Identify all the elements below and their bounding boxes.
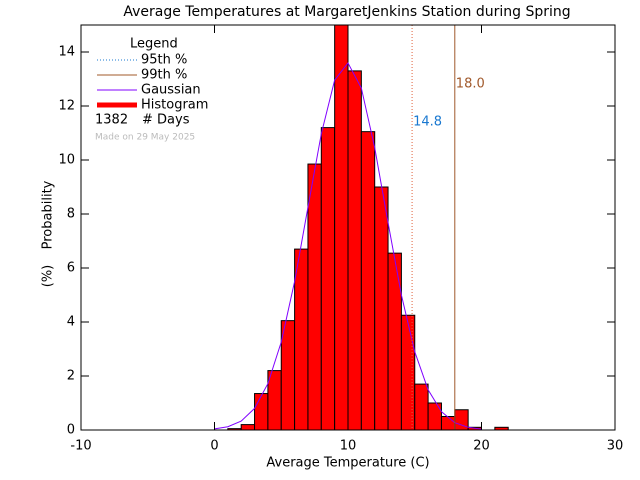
footnote: Made on 29 May 2025 [95,133,195,143]
percentile-label: 18.0 [456,77,485,92]
y-tick-label: 12 [58,99,75,114]
histogram-bar [240,424,256,430]
x-tick-label: -10 [70,439,91,454]
x-tick-label: 10 [340,439,357,454]
legend-label: 95th % [141,53,187,68]
gaussian-curve [214,62,482,430]
y-tick-label: 6 [67,261,75,276]
histogram-bar [267,370,282,430]
y-axis-unit: (%) [41,265,56,288]
histogram-bar [280,320,296,430]
legend-label: Histogram [141,98,208,113]
days-label: # Days [142,113,190,128]
histogram-bar [400,314,416,430]
histogram-bar [360,131,376,430]
histogram-bar [374,186,389,430]
histogram-bar [387,252,402,430]
histogram-bar [294,248,309,430]
y-axis-label: Probability [41,180,56,249]
y-tick-label: 2 [67,369,75,384]
histogram-bar [307,163,322,430]
chart-title: Average Temperatures at MargaretJenkins … [123,4,570,20]
x-tick-label: 30 [607,439,624,454]
y-tick-label: 0 [67,423,75,438]
histogram-bar [347,70,362,430]
histogram-bar [254,393,269,430]
x-axis-label: Average Temperature (C) [266,456,429,471]
percentile-label: 14.8 [413,115,442,130]
legend-title: Legend [130,37,178,52]
y-tick-label: 8 [67,207,75,222]
y-tick-label: 10 [58,153,75,168]
x-tick-label: 20 [473,439,490,454]
histogram-bar [414,383,429,430]
days-count: 1382 [95,113,128,128]
histogram-bar [334,25,349,430]
y-tick-label: 4 [67,315,75,330]
x-tick-label: 0 [210,439,218,454]
histogram-bar [440,416,456,430]
y-tick-label: 14 [58,45,75,60]
legend-label: 99th % [141,68,187,83]
histogram-bar [427,402,442,430]
legend-label: Gaussian [141,83,201,98]
plot-area [214,25,509,430]
histogram-bar [320,127,336,430]
